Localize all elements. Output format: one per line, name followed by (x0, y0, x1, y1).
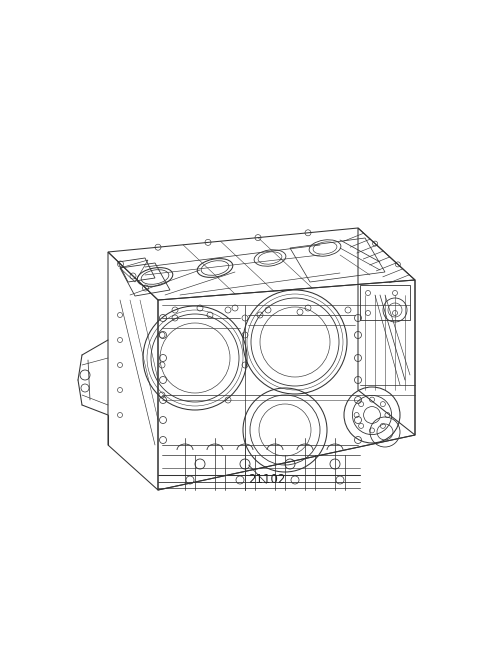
Text: 21102: 21102 (248, 473, 285, 486)
